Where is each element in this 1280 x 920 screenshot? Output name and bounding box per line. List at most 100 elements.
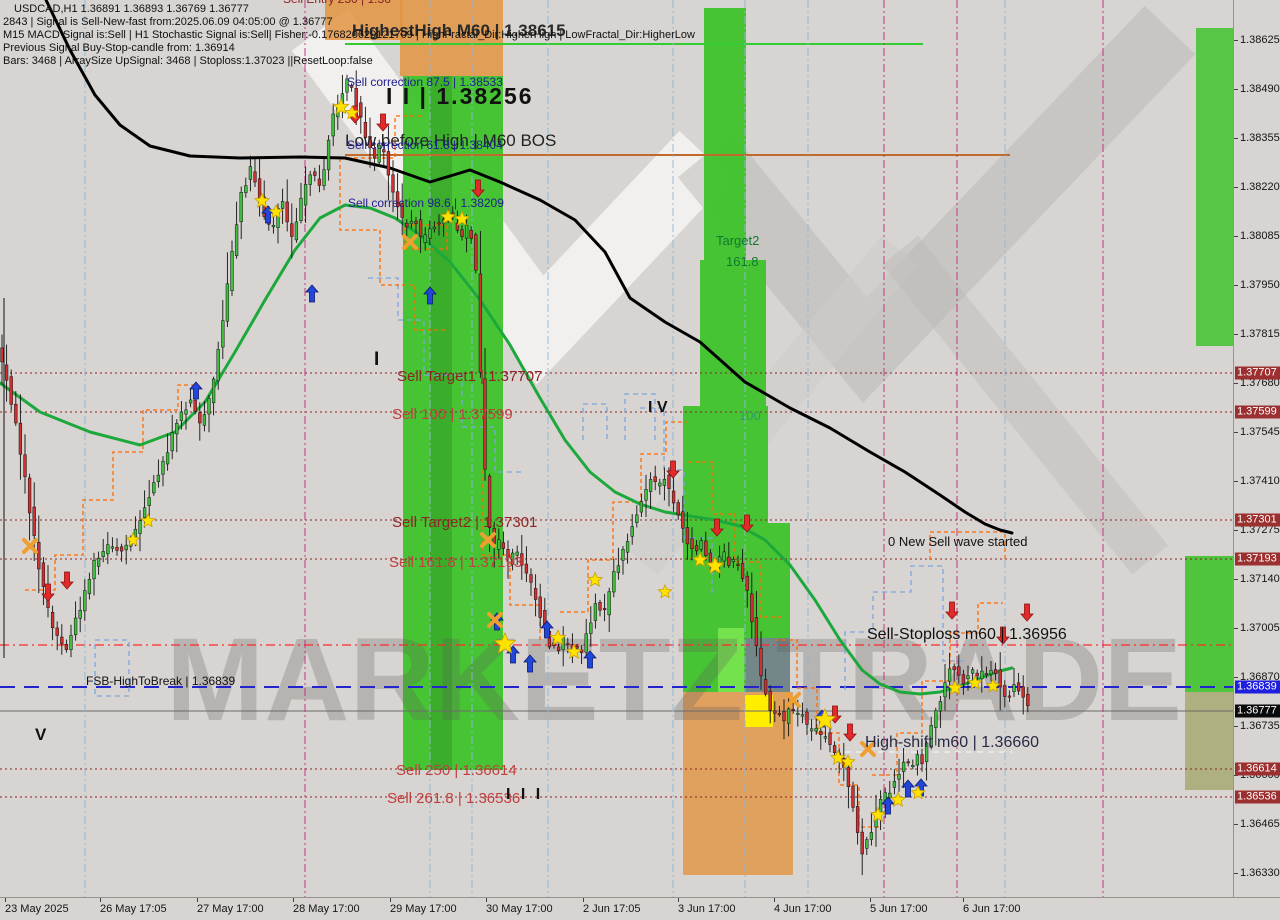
wave-4-label: I V bbox=[648, 399, 668, 416]
candle-up bbox=[161, 460, 165, 475]
candle-up bbox=[331, 113, 335, 137]
wave-1-label: I bbox=[374, 349, 380, 370]
price-axis[interactable]: 1.38625 1.38490 1.38355 1.38220 1.38085 1.379… bbox=[1233, 0, 1280, 897]
candle-down bbox=[727, 556, 731, 566]
candle-up bbox=[322, 169, 326, 187]
candle-down bbox=[529, 574, 533, 583]
candle-down bbox=[60, 636, 64, 645]
sell-arrow-icon bbox=[41, 583, 55, 602]
price-tick-mark bbox=[1234, 481, 1238, 482]
price-badge: 1.36839 bbox=[1235, 680, 1280, 694]
time-tick-mark bbox=[293, 898, 294, 902]
candle-down bbox=[317, 178, 322, 186]
candle-down bbox=[777, 712, 782, 715]
fractal-outline bbox=[640, 407, 713, 596]
candle-down bbox=[55, 627, 59, 636]
candle-up bbox=[101, 551, 105, 557]
candle-down bbox=[704, 540, 708, 556]
candle-up bbox=[722, 551, 726, 562]
candle-up bbox=[809, 728, 814, 732]
candle-down bbox=[860, 831, 864, 855]
candle-up bbox=[662, 478, 667, 486]
candle-down bbox=[851, 785, 855, 808]
price-badge: 1.37707 bbox=[1235, 366, 1280, 380]
candle-down bbox=[791, 708, 795, 711]
buy-arrow-icon bbox=[583, 650, 597, 669]
candle-down bbox=[759, 647, 763, 677]
star-icon bbox=[493, 631, 517, 654]
fractal-outline bbox=[368, 277, 525, 473]
candle-up bbox=[124, 544, 128, 551]
candle-up bbox=[616, 565, 621, 573]
candle-up bbox=[280, 201, 285, 209]
candle-up bbox=[612, 571, 616, 593]
x-marker-icon bbox=[860, 741, 876, 757]
sell-target1-label: Sell Target1 | 1.37707 bbox=[397, 368, 543, 385]
x-marker-icon bbox=[480, 532, 496, 548]
zone-rect bbox=[683, 692, 793, 875]
candle-up bbox=[188, 399, 193, 404]
star-icon bbox=[910, 784, 926, 800]
price-tick-mark bbox=[1234, 726, 1238, 727]
candle-up bbox=[929, 725, 933, 748]
zone-rect bbox=[718, 628, 744, 692]
candle-up bbox=[621, 549, 625, 561]
candle-down bbox=[984, 673, 989, 676]
moving-average-lines bbox=[0, 0, 1014, 696]
sell-arrow-icon bbox=[996, 626, 1010, 645]
chart-plot-area[interactable]: MARKETZ TRADE USDCAD,H1 1.36891 1.36893 … bbox=[0, 0, 1233, 897]
candle-down bbox=[349, 85, 354, 88]
candle-up bbox=[589, 622, 593, 634]
zone-100-label: 100 bbox=[739, 408, 761, 423]
candle-up bbox=[800, 714, 805, 717]
candle-down bbox=[538, 596, 542, 618]
candle-up bbox=[814, 728, 818, 732]
time-tick-label: 30 May 17:00 bbox=[486, 903, 553, 915]
candle-up bbox=[947, 668, 952, 682]
zone-rect bbox=[745, 638, 790, 692]
candle-up bbox=[271, 225, 276, 228]
candle-up bbox=[96, 557, 101, 567]
candle-up bbox=[1012, 684, 1016, 692]
candle-down bbox=[198, 412, 202, 424]
candle-up bbox=[156, 474, 161, 482]
star-icon bbox=[549, 628, 567, 646]
candle-down bbox=[1003, 685, 1007, 697]
candle-up bbox=[911, 765, 915, 767]
price-tick-mark bbox=[1234, 432, 1238, 433]
candle-down bbox=[23, 454, 27, 478]
star-icon bbox=[332, 97, 350, 115]
zone-rect bbox=[704, 8, 746, 260]
candle-down bbox=[676, 502, 680, 516]
candle-down bbox=[768, 690, 772, 711]
candle-up bbox=[731, 559, 736, 563]
candle-up bbox=[943, 682, 947, 698]
x-marker-icon bbox=[22, 538, 38, 554]
candle-down bbox=[1026, 693, 1030, 706]
time-axis[interactable]: 23 May 2025 26 May 17:05 27 May 17:00 28 Ma… bbox=[0, 897, 1280, 920]
candle-down bbox=[193, 399, 197, 412]
candle-down bbox=[773, 710, 777, 714]
zone-rect bbox=[400, 0, 503, 76]
sell-stoploss-label: Sell-Stoploss m60 | 1.36956 bbox=[867, 626, 1067, 643]
candle-down bbox=[685, 527, 690, 545]
candle-down bbox=[993, 669, 998, 674]
price-tick-label: 1.37275 bbox=[1240, 524, 1280, 536]
price-tick-mark bbox=[1234, 824, 1238, 825]
sell-250-label: Sell 250 | 1.36614 bbox=[396, 762, 517, 779]
candle-down bbox=[382, 149, 386, 153]
star-icon bbox=[140, 512, 156, 528]
price-tick-mark bbox=[1234, 530, 1238, 531]
star-icon bbox=[813, 707, 837, 730]
candle-up bbox=[83, 590, 87, 612]
candle-down bbox=[501, 542, 506, 549]
price-tick-label: 1.36735 bbox=[1240, 720, 1280, 732]
price-tick-label: 1.36465 bbox=[1240, 818, 1280, 830]
sell-arrow-icon bbox=[376, 113, 390, 132]
candle-down bbox=[575, 645, 579, 649]
candle-down bbox=[9, 376, 13, 405]
new-sell-wave-label: 0 New Sell wave started bbox=[888, 534, 1028, 549]
candle-up bbox=[497, 539, 501, 550]
candle-up bbox=[639, 501, 644, 513]
candle-down bbox=[64, 644, 69, 650]
